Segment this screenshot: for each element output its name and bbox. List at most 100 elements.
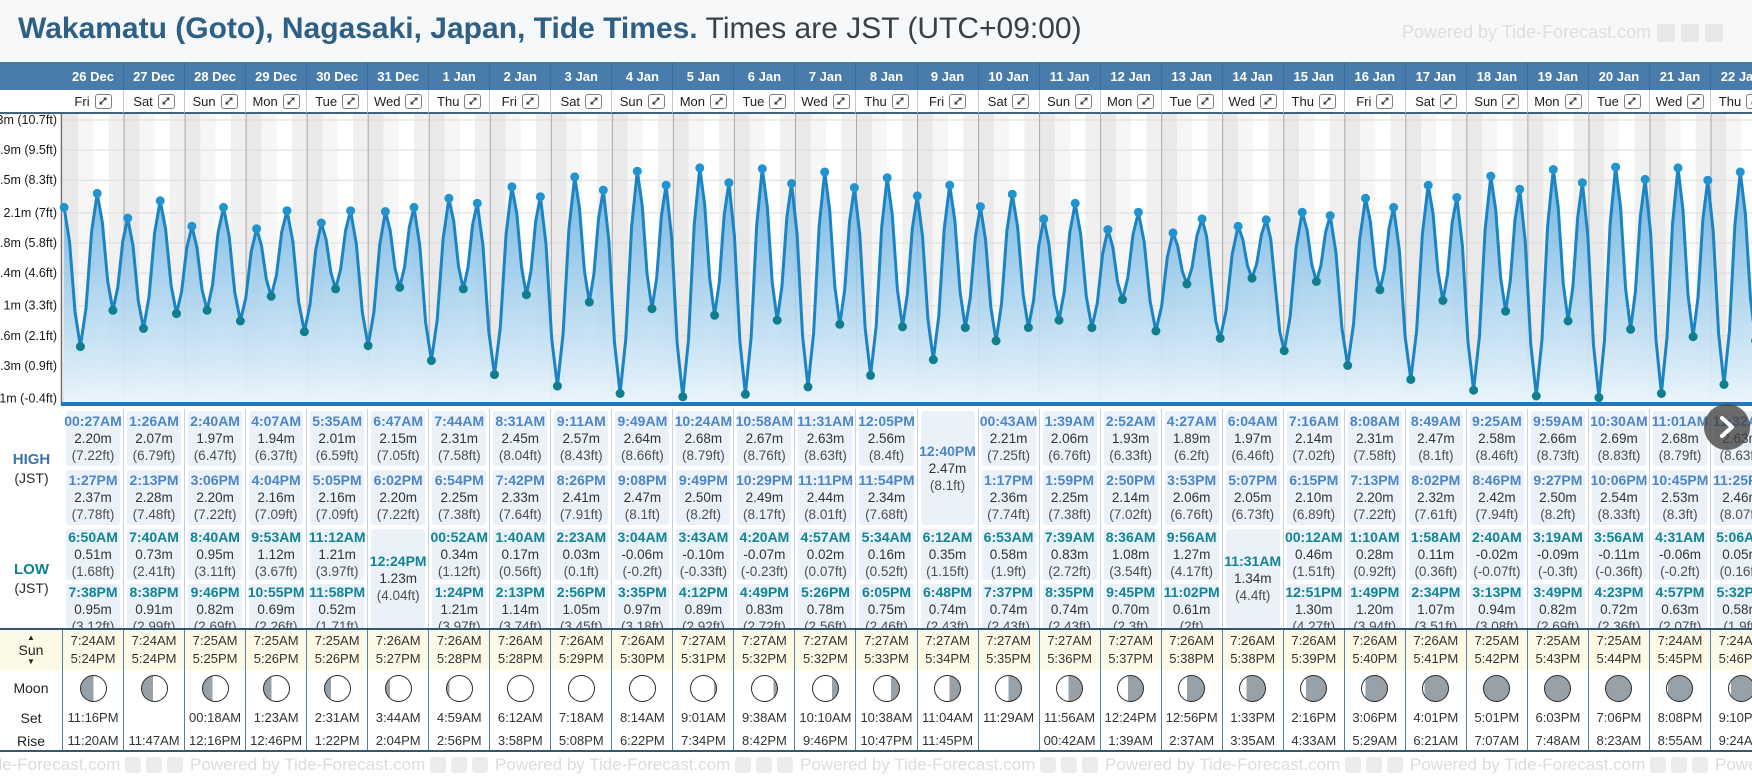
expand-day-button[interactable] bbox=[342, 93, 360, 109]
expand-day-button[interactable] bbox=[1318, 93, 1336, 109]
expand-day-button[interactable] bbox=[710, 93, 728, 109]
watermark-text: Powered by Tide-Forecast.com bbox=[800, 755, 1036, 774]
expand-day-button[interactable] bbox=[1137, 93, 1155, 109]
sun-times-cell: 7:26AM 5:28PM bbox=[490, 630, 552, 670]
expand-day-button[interactable] bbox=[1746, 93, 1752, 109]
tide-height-m: 2.47m bbox=[928, 460, 967, 476]
expand-day-button[interactable] bbox=[282, 93, 300, 109]
expand-day-button[interactable] bbox=[94, 93, 112, 109]
page-header: Wakamatu (Goto), Nagasaki, Japan, Tide T… bbox=[0, 0, 1752, 62]
expand-day-button[interactable] bbox=[157, 93, 175, 109]
expand-day-button[interactable] bbox=[1012, 93, 1030, 109]
day-name: Fri bbox=[928, 93, 945, 109]
high-tide-entry: 6:54PM 2.25m (7.38ft) bbox=[432, 470, 487, 525]
expand-day-button[interactable] bbox=[405, 93, 423, 109]
high-tide-entry: 1:26AM 2.07m (6.79ft) bbox=[127, 411, 182, 466]
moon-row-label: Moon bbox=[0, 670, 63, 706]
expand-day-button[interactable] bbox=[1623, 93, 1641, 109]
low-tide-entry: 5:26PM 0.78m (2.56ft) bbox=[798, 584, 853, 635]
high-tide-point bbox=[187, 221, 197, 231]
scroll-right-button[interactable] bbox=[1704, 404, 1750, 450]
tide-time: 5:34AM bbox=[861, 529, 912, 545]
low-tide-entry: 7:39AM 0.83m (2.72ft) bbox=[1042, 529, 1097, 580]
expand-day-button[interactable] bbox=[1687, 93, 1705, 109]
day-name: Sat bbox=[987, 93, 1008, 109]
moonset-cell: 10:10AM bbox=[795, 706, 857, 729]
sun-times-cell: 7:26AM 5:29PM bbox=[551, 630, 613, 670]
low-tide-point bbox=[866, 370, 876, 380]
low-tide-cell: 12:24PM 1.23m (4.04ft) bbox=[368, 527, 430, 630]
expand-day-button[interactable] bbox=[220, 93, 238, 109]
tide-height-ft: (2.72ft) bbox=[1048, 564, 1091, 579]
tide-height-m: 0.97m bbox=[623, 602, 662, 617]
expand-day-button[interactable] bbox=[464, 93, 482, 109]
tide-height-m: 0.05m bbox=[1722, 547, 1752, 562]
moonset-cell: 1:33PM bbox=[1222, 706, 1284, 729]
sunset-time: 5:36PM bbox=[1047, 651, 1092, 666]
moon-phase-icon bbox=[934, 674, 962, 702]
expand-day-button[interactable] bbox=[769, 93, 787, 109]
sun-times-cell: 7:26AM 5:39PM bbox=[1283, 630, 1345, 670]
expand-day-button[interactable] bbox=[1075, 93, 1093, 109]
high-tide-entry: 1:27PM 2.37m (7.78ft) bbox=[66, 470, 121, 525]
tide-height-m: 0.46m bbox=[1294, 547, 1333, 562]
tide-height-ft: (1.9ft) bbox=[990, 564, 1027, 579]
tide-height-m: 2.32m bbox=[1417, 490, 1455, 505]
moon-phase-cell bbox=[124, 670, 186, 706]
high-tide-point bbox=[1361, 193, 1370, 203]
location-title: Wakamatu (Goto), Nagasaki, Japan, Tide T… bbox=[18, 12, 698, 45]
expand-day-button[interactable] bbox=[1564, 93, 1582, 109]
high-tide-entry: 9:11AM 2.57m (8.43ft) bbox=[554, 411, 609, 466]
sun-times-cell: 7:25AM 5:26PM bbox=[307, 630, 369, 670]
expand-day-button[interactable] bbox=[832, 93, 850, 109]
watermark-bottom: Powered by Tide-Forecast.com bbox=[1105, 755, 1404, 775]
expand-day-button[interactable] bbox=[891, 93, 909, 109]
low-tide-entry: 11:31AM 1.34m (4.4ft) bbox=[1224, 529, 1281, 628]
high-tide-point bbox=[1423, 180, 1433, 190]
high-tide-point bbox=[1103, 225, 1113, 235]
expand-day-button[interactable] bbox=[1259, 93, 1277, 109]
tide-height-ft: (-0.36ft) bbox=[1595, 564, 1643, 579]
tide-time: 7:16AM bbox=[1288, 413, 1339, 429]
y-axis-tick-label: 1.8m (5.8ft) bbox=[0, 236, 57, 250]
low-tide-entry: 3:13PM 0.94m (3.08ft) bbox=[1469, 584, 1524, 635]
tide-height-m: 0.35m bbox=[928, 547, 967, 562]
day-cell: Thu bbox=[1283, 90, 1345, 114]
high-tide-entry: 9:27PM 2.50m (8.2ft) bbox=[1530, 470, 1585, 525]
expand-day-button[interactable] bbox=[1196, 93, 1214, 109]
day-cell: Thu bbox=[1710, 90, 1752, 114]
tide-height-ft: (7.58ft) bbox=[1353, 448, 1397, 463]
tide-height-m: -0.06m bbox=[1658, 547, 1701, 562]
low-tide-point bbox=[1023, 323, 1033, 333]
high-tide-entry: 00:27AM 2.20m (7.22ft) bbox=[64, 411, 122, 466]
expand-day-button[interactable] bbox=[949, 93, 967, 109]
high-tide-entry: 9:49PM 2.50m (8.2ft) bbox=[676, 470, 731, 525]
expand-day-button[interactable] bbox=[1376, 93, 1394, 109]
high-tide-cell: 7:16AM 2.14m (7.02ft) 6:15PM 2.10m (6.89ft) bbox=[1283, 409, 1345, 527]
expand-day-button[interactable] bbox=[1439, 93, 1457, 109]
low-tide-entry: 2:23AM 0.03m (0.1ft) bbox=[554, 529, 609, 580]
moonset-cell: 12:24PM bbox=[1100, 706, 1162, 729]
tide-time: 3:53PM bbox=[1167, 472, 1217, 488]
moonrise-cell: 1:22PM bbox=[307, 729, 369, 752]
tide-height-m: 1.14m bbox=[501, 602, 540, 617]
moon-phase-cell bbox=[246, 670, 308, 706]
tide-time: 8:35PM bbox=[1045, 584, 1095, 600]
tide-time: 4:31AM bbox=[1655, 529, 1705, 545]
tide-height-m: 1.21m bbox=[440, 602, 478, 617]
tide-height-m: 0.28m bbox=[1356, 547, 1394, 562]
expand-day-button[interactable] bbox=[521, 93, 539, 109]
expand-day-button[interactable] bbox=[647, 93, 665, 109]
sunrise-time: 7:27AM bbox=[864, 633, 909, 648]
expand-day-button[interactable] bbox=[585, 93, 603, 109]
moonrise-cell: 2:04PM bbox=[368, 729, 430, 752]
high-tide-cell: 7:44AM 2.31m (7.58ft) 6:54PM 2.25m (7.38ft) bbox=[429, 409, 491, 527]
date-header-cell: 28 Dec bbox=[185, 62, 247, 90]
sun-times-cell: 7:27AM 5:34PM bbox=[917, 630, 979, 670]
tide-height-ft: (7.22ft) bbox=[193, 507, 237, 522]
expand-day-button[interactable] bbox=[1502, 93, 1520, 109]
tide-height-m: -0.11m bbox=[1598, 547, 1640, 562]
date-header-cell: 2 Jan bbox=[490, 62, 552, 90]
low-tide-cell: 1:58AM 0.11m (0.36ft) 2:34PM 1.07m (3.51ft) bbox=[1405, 527, 1467, 635]
tide-height-m: 2.25m bbox=[440, 490, 478, 505]
